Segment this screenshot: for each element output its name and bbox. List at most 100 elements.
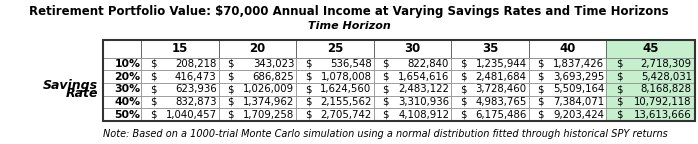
Text: 1,837,426: 1,837,426	[553, 59, 604, 69]
Bar	[142, 40, 219, 58]
Text: 25: 25	[327, 42, 343, 55]
Text: $: $	[460, 110, 466, 120]
Bar	[374, 40, 452, 58]
Text: 5,509,164: 5,509,164	[553, 84, 604, 94]
Text: $: $	[228, 97, 234, 107]
Bar	[374, 83, 452, 96]
Bar	[103, 70, 142, 83]
Text: $: $	[305, 110, 311, 120]
Text: $: $	[616, 97, 623, 107]
Text: $: $	[150, 84, 156, 94]
Text: 4,108,912: 4,108,912	[398, 110, 449, 120]
Text: 1,235,944: 1,235,944	[475, 59, 527, 69]
Bar	[529, 108, 607, 121]
Text: 7,384,071: 7,384,071	[553, 97, 604, 107]
Bar	[219, 58, 297, 70]
Bar	[103, 40, 142, 58]
Text: Time Horizon: Time Horizon	[308, 21, 390, 31]
Text: 2,483,122: 2,483,122	[399, 84, 449, 94]
Text: 686,825: 686,825	[253, 72, 294, 82]
Bar	[142, 83, 219, 96]
Text: $: $	[460, 59, 466, 69]
Text: 1,374,962: 1,374,962	[243, 97, 294, 107]
Bar	[103, 96, 142, 108]
Bar	[374, 70, 452, 83]
Bar	[219, 83, 297, 96]
Text: $: $	[228, 84, 234, 94]
Text: 3,728,460: 3,728,460	[475, 84, 527, 94]
Text: 623,936: 623,936	[174, 84, 216, 94]
Text: 3,693,295: 3,693,295	[553, 72, 604, 82]
Bar	[452, 96, 529, 108]
Text: $: $	[537, 97, 544, 107]
Text: Rate: Rate	[66, 87, 98, 100]
Text: 343,023: 343,023	[253, 59, 294, 69]
Bar	[142, 70, 219, 83]
Text: 10%: 10%	[114, 59, 140, 69]
Bar	[297, 58, 374, 70]
Text: $: $	[150, 72, 156, 82]
Text: $: $	[383, 110, 389, 120]
Bar	[529, 70, 607, 83]
Text: 20: 20	[250, 42, 266, 55]
Text: Savings: Savings	[43, 79, 98, 92]
Text: 9,203,424: 9,203,424	[553, 110, 604, 120]
Text: 45: 45	[642, 42, 659, 55]
Bar	[452, 83, 529, 96]
Text: 5,428,031: 5,428,031	[641, 72, 692, 82]
Bar	[607, 58, 695, 70]
Bar	[529, 96, 607, 108]
Text: 208,218: 208,218	[175, 59, 216, 69]
Text: 1,040,457: 1,040,457	[165, 110, 216, 120]
Text: $: $	[383, 72, 389, 82]
Text: 1,026,009: 1,026,009	[243, 84, 294, 94]
Bar	[607, 40, 695, 58]
Bar	[529, 40, 607, 58]
Text: $: $	[228, 59, 234, 69]
Text: 1,078,008: 1,078,008	[320, 72, 371, 82]
Text: $: $	[305, 97, 311, 107]
Text: $: $	[616, 72, 623, 82]
Bar	[297, 96, 374, 108]
Bar	[103, 58, 142, 70]
Text: 822,840: 822,840	[408, 59, 449, 69]
Text: $: $	[460, 72, 466, 82]
Bar	[219, 108, 297, 121]
Bar	[103, 108, 142, 121]
Text: $: $	[305, 59, 311, 69]
Bar	[452, 58, 529, 70]
Text: 15: 15	[172, 42, 188, 55]
Text: $: $	[616, 110, 623, 120]
Text: 1,654,616: 1,654,616	[398, 72, 449, 82]
Text: 30: 30	[405, 42, 421, 55]
Text: $: $	[150, 59, 156, 69]
Text: 832,873: 832,873	[175, 97, 216, 107]
Bar	[607, 70, 695, 83]
Text: 10,792,118: 10,792,118	[634, 97, 692, 107]
Bar	[452, 108, 529, 121]
Text: 2,155,562: 2,155,562	[320, 97, 371, 107]
Text: 50%: 50%	[114, 110, 140, 120]
Text: $: $	[383, 97, 389, 107]
Text: $: $	[537, 84, 544, 94]
Bar	[219, 70, 297, 83]
Text: $: $	[150, 97, 156, 107]
Bar	[607, 108, 695, 121]
Bar	[103, 40, 695, 121]
Text: 6,175,486: 6,175,486	[475, 110, 527, 120]
Text: 40%: 40%	[114, 97, 140, 107]
Bar	[297, 108, 374, 121]
Text: $: $	[150, 110, 156, 120]
Text: $: $	[228, 110, 234, 120]
Text: 2,481,684: 2,481,684	[475, 72, 527, 82]
Text: 1,624,560: 1,624,560	[320, 84, 371, 94]
Text: $: $	[460, 97, 466, 107]
Bar	[452, 70, 529, 83]
Text: $: $	[460, 84, 466, 94]
Bar	[452, 40, 529, 58]
Text: 35: 35	[482, 42, 498, 55]
Bar	[142, 58, 219, 70]
Text: 2,705,742: 2,705,742	[320, 110, 371, 120]
Bar	[374, 58, 452, 70]
Bar	[219, 40, 297, 58]
